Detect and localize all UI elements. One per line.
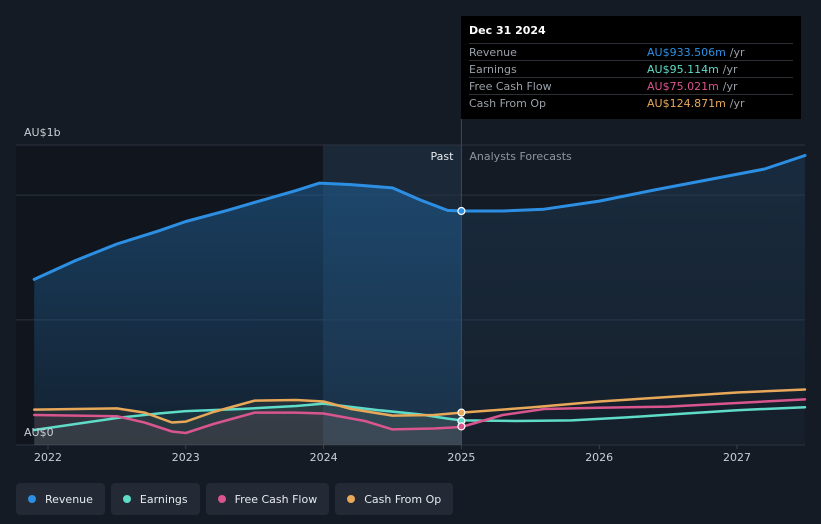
fcf-marker — [457, 422, 466, 431]
tooltip-unit: /yr — [729, 97, 745, 110]
tooltip-date: Dec 31 2024 — [469, 24, 546, 37]
tooltip-label: Cash From Op — [469, 97, 547, 110]
tooltip-label: Revenue — [469, 46, 517, 59]
revenue-area-past — [34, 183, 462, 445]
earnings-area — [34, 403, 462, 445]
tooltip-value: AU$124.871m — [647, 97, 726, 110]
tooltip: Dec 31 2024 Revenue AU$933.506m /yr Earn… — [461, 16, 801, 119]
legend-label: Cash From Op — [364, 492, 442, 506]
forecast-label: Analysts Forecasts — [469, 150, 572, 163]
legend-dot-icon — [347, 495, 356, 503]
tooltip-row-cash-from-op: Cash From Op AU$124.871m /yr — [469, 94, 793, 111]
legend-dot-icon — [122, 495, 131, 503]
revenue-area-forecast — [461, 155, 805, 445]
revenue-marker — [457, 206, 466, 216]
x-tick-label: 2025 — [447, 451, 475, 464]
y-axis-max-label: AU$1b — [24, 126, 61, 139]
fcf-line — [32, 398, 807, 435]
tooltip-unit: /yr — [729, 46, 745, 59]
tooltip-label: Earnings — [469, 63, 517, 76]
revenue-line — [32, 154, 807, 281]
past-label: Past — [430, 150, 454, 163]
tooltip-row-free-cash-flow: Free Cash Flow AU$75.021m /yr — [469, 77, 793, 94]
tooltip-unit: /yr — [722, 63, 738, 76]
y-axis-min-label: AU$0 — [24, 426, 54, 439]
tooltip-unit: /yr — [722, 80, 738, 93]
tooltip-row-earnings: Earnings AU$95.114m /yr — [469, 60, 793, 77]
tooltip-label: Free Cash Flow — [469, 80, 552, 93]
x-tick-label: 2023 — [172, 451, 200, 464]
cfo-marker — [457, 408, 466, 417]
x-tick-label: 2026 — [585, 451, 613, 464]
legend-label: Earnings — [139, 492, 188, 506]
x-tick-label: 2024 — [310, 451, 338, 464]
legend-dot-icon — [28, 495, 36, 503]
tooltip-value: AU$95.114m — [647, 63, 719, 76]
legend: Revenue Earnings Free Cash Flow Cash Fro… — [16, 483, 454, 515]
tooltip-value: AU$933.506m — [647, 46, 726, 59]
fcf-area — [34, 412, 462, 445]
x-tick-label: 2022 — [34, 451, 62, 464]
cfo-line — [32, 388, 807, 424]
legend-label: Revenue — [45, 492, 93, 506]
legend-item-free-cash-flow[interactable]: Free Cash Flow — [205, 483, 330, 515]
legend-item-cash-from-op[interactable]: Cash From Op — [335, 483, 454, 515]
legend-dot-icon — [217, 495, 226, 503]
tooltip-row-revenue: Revenue AU$933.506m /yr — [469, 43, 793, 60]
x-tick-label: 2027 — [723, 451, 751, 464]
legend-item-revenue[interactable]: Revenue — [16, 483, 105, 515]
tooltip-value: AU$75.021m — [647, 80, 719, 93]
legend-item-earnings[interactable]: Earnings — [110, 483, 200, 515]
cfo-area — [34, 400, 462, 445]
legend-label: Free Cash Flow — [234, 492, 318, 506]
